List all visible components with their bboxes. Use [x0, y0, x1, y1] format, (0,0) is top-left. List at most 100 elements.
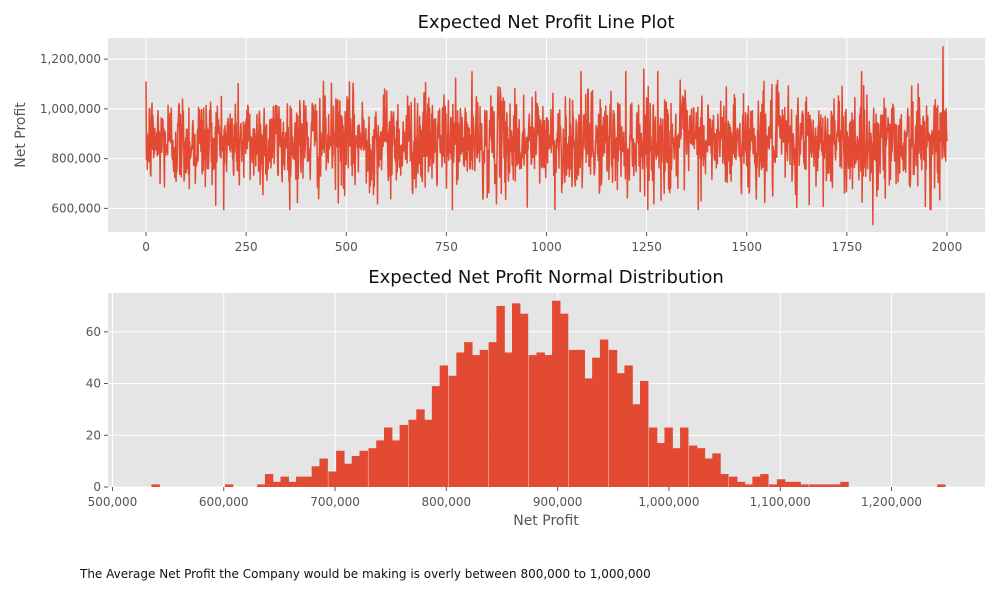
- histogram-bar: [479, 349, 489, 487]
- x-tick-label: 1750: [832, 240, 863, 254]
- histogram-bar: [328, 471, 337, 487]
- histogram-bar: [664, 427, 673, 487]
- x-tick-label: 1,100,000: [750, 495, 811, 509]
- x-tick-label: 900,000: [533, 495, 583, 509]
- x-tick-label: 1000: [531, 240, 562, 254]
- x-tick-label: 600,000: [199, 495, 249, 509]
- histogram-bar: [544, 355, 553, 487]
- histogram-bar: [512, 303, 521, 487]
- y-tick-label: 800,000: [51, 152, 101, 166]
- histogram-bar: [456, 352, 465, 487]
- histogram-bar: [776, 479, 786, 487]
- histogram-bar: [599, 339, 609, 487]
- histogram-bar: [552, 300, 561, 487]
- y-tick-label: 1,000,000: [40, 102, 101, 116]
- x-tick-label: 1250: [631, 240, 662, 254]
- histogram-bar: [656, 443, 666, 487]
- histogram-bar: [784, 481, 794, 487]
- histogram-bar: [592, 357, 601, 487]
- histogram-bar: [336, 450, 345, 487]
- histogram-bar: [296, 476, 305, 487]
- histogram-x-ticks: 500,000 600,000 700,000 800,000 900,000 1,000…: [88, 487, 922, 509]
- x-tick-label: 1500: [731, 240, 762, 254]
- histogram-bar: [536, 352, 545, 487]
- histogram-bar: [648, 427, 658, 487]
- histogram-chart: Expected Net Profit Normal Distribution …: [86, 267, 985, 529]
- histogram-bar: [608, 349, 618, 487]
- histogram-bar: [744, 484, 754, 487]
- histogram-bar: [696, 448, 706, 487]
- histogram-bar: [471, 355, 481, 487]
- histogram-bar: [792, 481, 801, 487]
- y-tick-label: 20: [86, 428, 101, 442]
- line-chart-x-ticks: 0 250 500 750 1000 1250 1500 1750 2000: [142, 232, 962, 254]
- x-tick-label: 800,000: [422, 495, 472, 509]
- histogram-bar: [616, 373, 626, 487]
- histogram-bar: [704, 458, 713, 487]
- histogram-bar: [431, 386, 441, 487]
- histogram-bar: [624, 365, 633, 487]
- histogram-bar: [729, 476, 738, 487]
- x-tick-label: 750: [435, 240, 458, 254]
- histogram-bar: [680, 427, 689, 487]
- histogram-bar: [937, 484, 946, 487]
- histogram-bar: [311, 466, 321, 487]
- histogram-bar: [288, 481, 297, 487]
- histogram-y-ticks: 0 20 40 60: [86, 325, 108, 494]
- y-tick-label: 600,000: [51, 201, 101, 215]
- y-tick-label: 60: [86, 325, 101, 339]
- histogram-bar: [720, 474, 729, 487]
- histogram-bar: [408, 419, 417, 487]
- histogram-bar: [519, 313, 529, 487]
- x-tick-label: 500: [335, 240, 358, 254]
- histogram-bar: [384, 427, 393, 487]
- histogram-bar: [576, 349, 585, 487]
- histogram-bar: [448, 375, 457, 487]
- histogram-bar: [496, 305, 505, 487]
- histogram-bar: [416, 409, 425, 487]
- histogram-bar: [584, 378, 593, 487]
- line-series: [145, 45, 948, 226]
- histogram-bar: [639, 380, 649, 487]
- histogram-bar: [816, 484, 826, 487]
- histogram-bar: [736, 481, 746, 487]
- line-chart: Expected Net Profit Line Plot 0 250 500 750…: [13, 12, 985, 254]
- x-tick-label: 0: [142, 240, 150, 254]
- histogram-bar: [488, 342, 498, 487]
- histogram-bar: [752, 476, 761, 487]
- histogram-bar: [568, 349, 578, 487]
- histogram-bar: [559, 313, 569, 487]
- x-tick-label: 1,000,000: [638, 495, 699, 509]
- histogram-bar: [439, 365, 449, 487]
- y-tick-label: 40: [86, 377, 101, 391]
- histogram-bar: [399, 424, 408, 487]
- histogram-bar: [528, 355, 538, 487]
- histogram-bar: [712, 453, 721, 487]
- histogram-x-label: Net Profit: [513, 513, 579, 529]
- histogram-bar: [424, 419, 433, 487]
- histogram-bar: [464, 342, 473, 487]
- histogram-bar: [359, 450, 368, 487]
- histogram-bar: [224, 484, 234, 487]
- histogram-bar: [688, 445, 698, 487]
- line-chart-title: Expected Net Profit Line Plot: [418, 12, 675, 33]
- x-tick-label: 1,200,000: [861, 495, 922, 509]
- histogram-bar: [368, 448, 377, 487]
- histogram-bar: [376, 440, 385, 487]
- histogram-bar: [504, 352, 513, 487]
- y-tick-label: 0: [93, 480, 101, 494]
- histogram-bar: [760, 474, 769, 487]
- histogram-bar: [672, 448, 681, 487]
- histogram-bar: [351, 455, 361, 487]
- histogram-bar: [832, 484, 841, 487]
- histogram-bar: [257, 484, 266, 487]
- histogram-bar: [151, 484, 160, 487]
- histogram-bar: [303, 476, 313, 487]
- histogram-bar: [840, 481, 849, 487]
- y-tick-label: 1,200,000: [40, 52, 101, 66]
- histogram-bar: [824, 484, 834, 487]
- histogram-bar: [264, 474, 274, 487]
- line-chart-y-ticks: 600,000 800,000 1,000,000 1,200,000: [40, 52, 108, 215]
- histogram-bar: [632, 404, 641, 487]
